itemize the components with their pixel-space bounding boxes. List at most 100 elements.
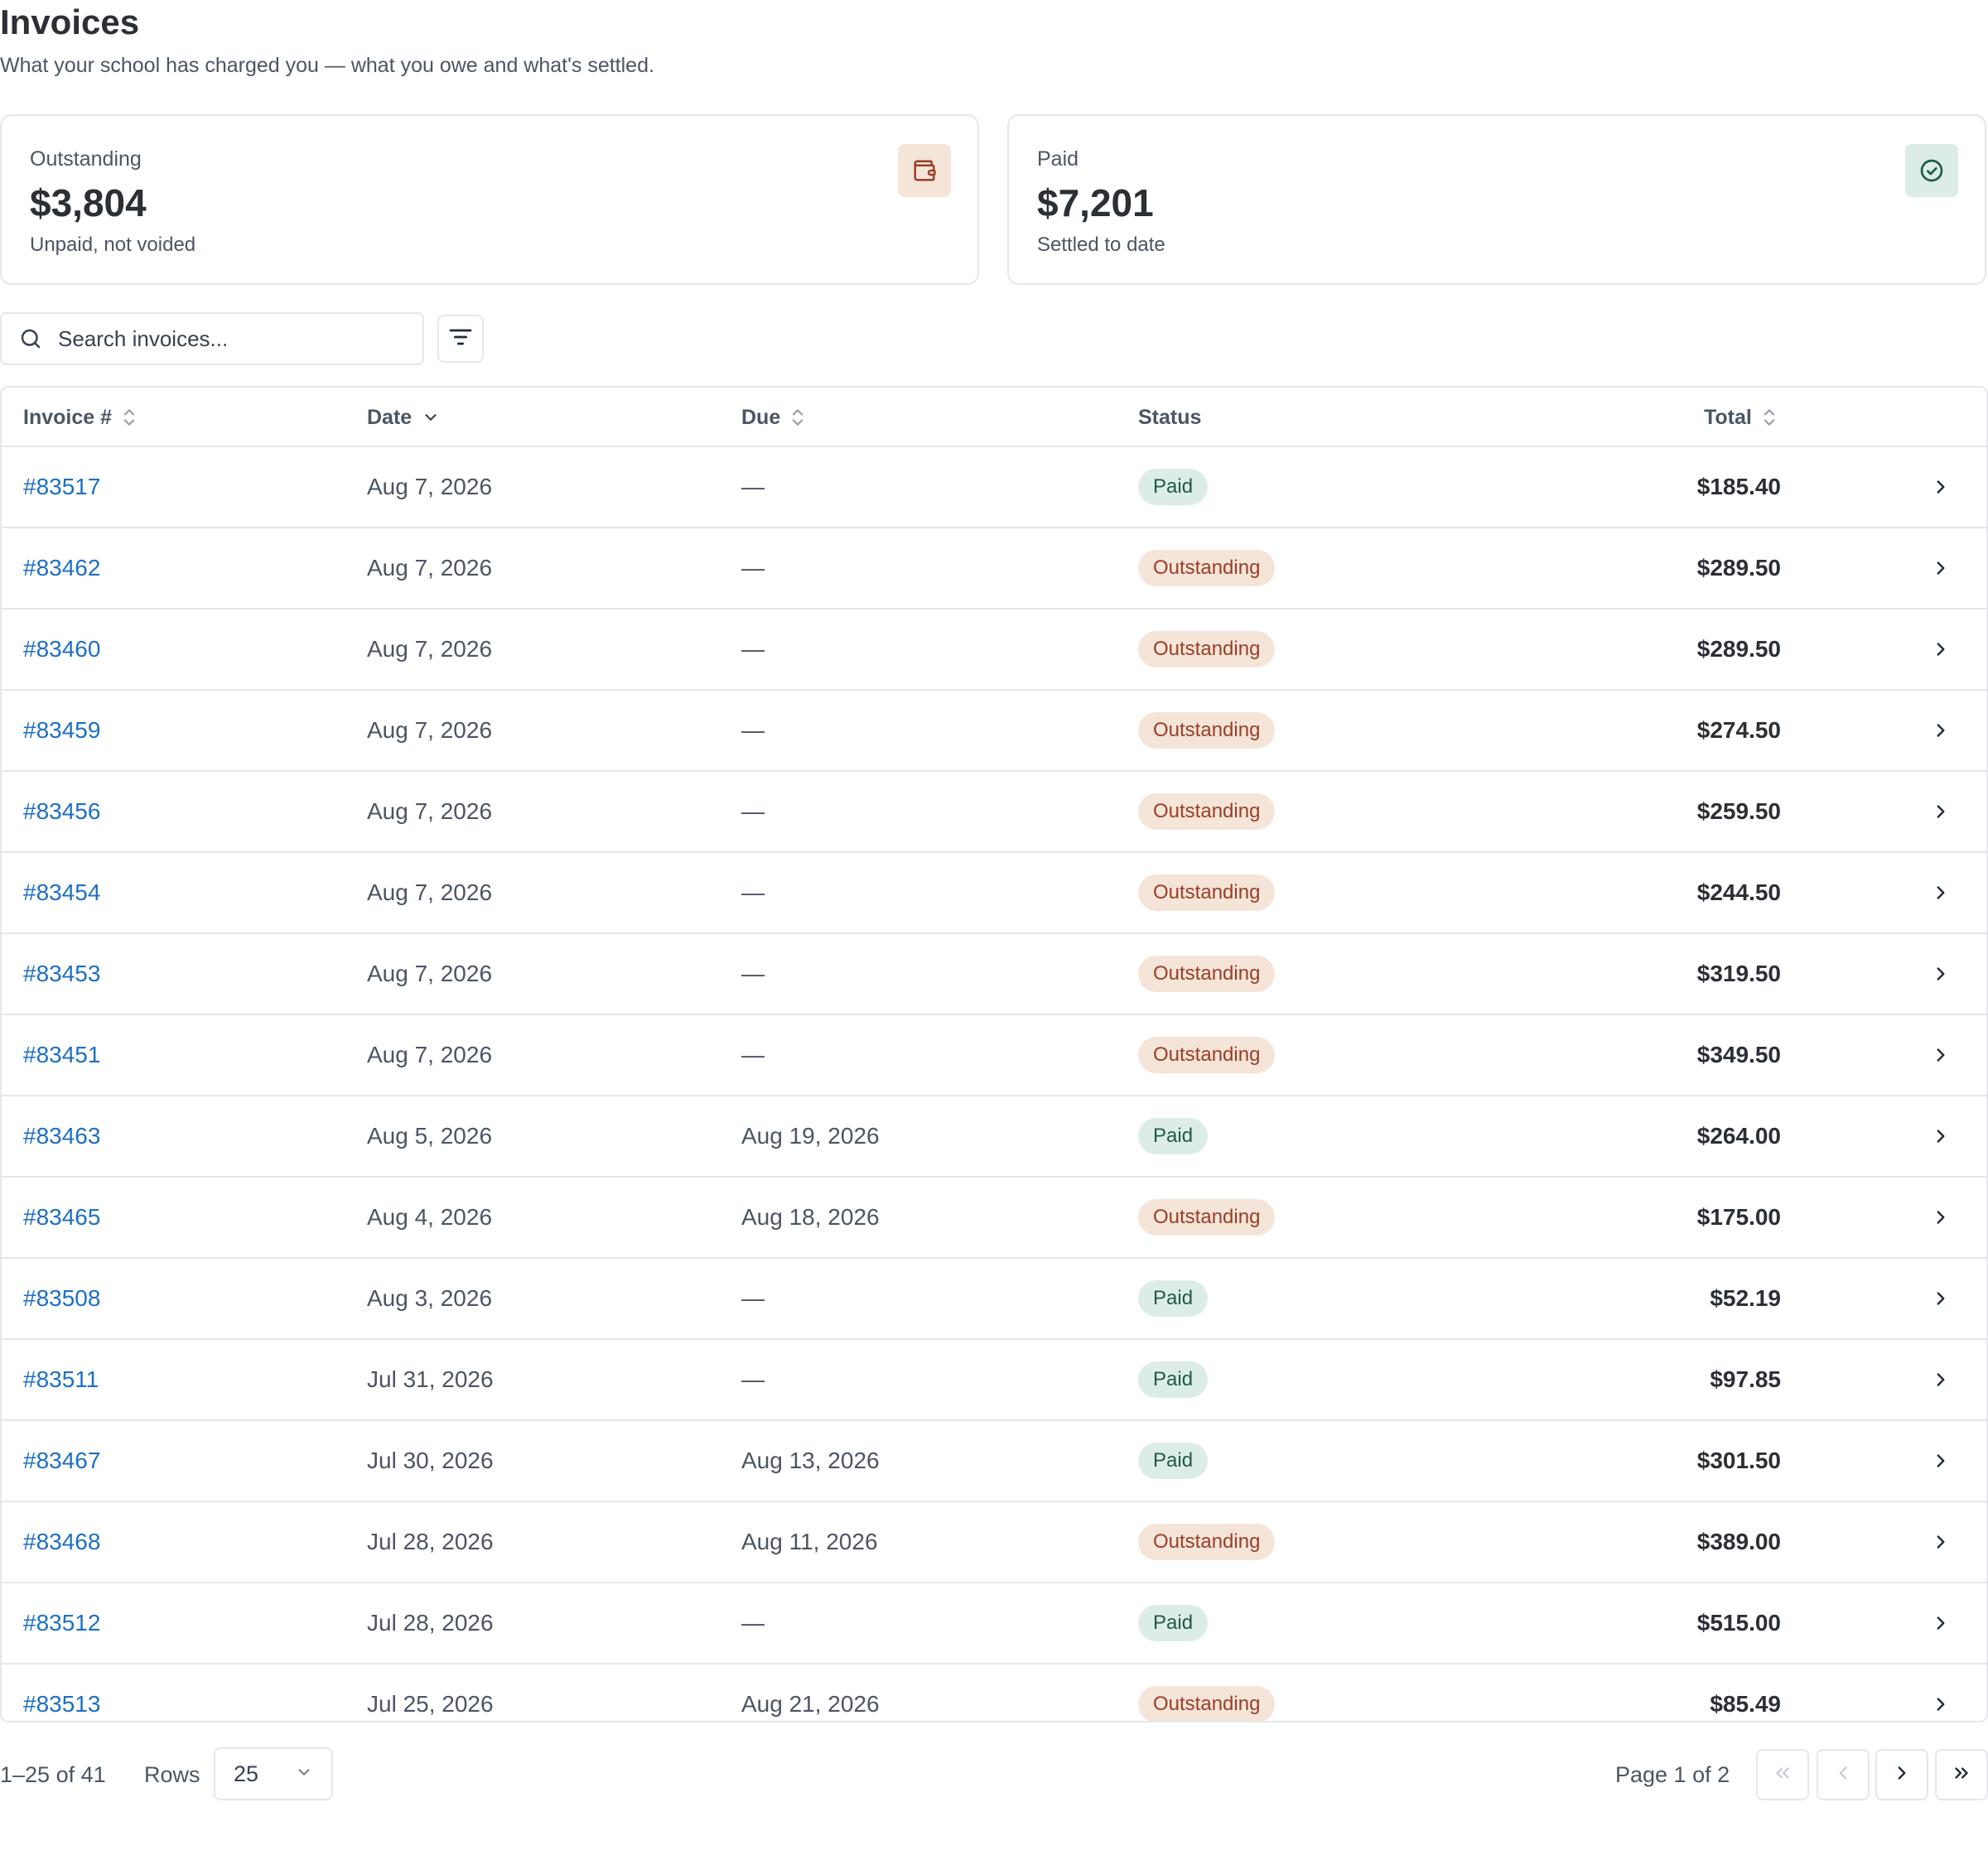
- status-cell: Outstanding: [1138, 1502, 1276, 1582]
- invoice-due-date: —: [741, 474, 765, 499]
- table-row[interactable]: #83511 Jul 31, 2026 — Paid $97.85: [2, 1340, 1986, 1421]
- invoice-total: $289.50: [1696, 555, 1781, 581]
- invoice-number-link[interactable]: #83508: [23, 1285, 101, 1311]
- chevron-right-icon[interactable]: [1930, 1096, 1952, 1176]
- invoice-date: Jul 28, 2026: [367, 1529, 494, 1554]
- table-row[interactable]: #83451 Aug 7, 2026 — Outstanding $349.50: [2, 1015, 1986, 1096]
- chevron-down-icon: [422, 408, 440, 426]
- column-invoice-label: Invoice #: [23, 405, 112, 429]
- table-row[interactable]: #83512 Jul 28, 2026 — Paid $515.00: [2, 1583, 1986, 1665]
- chevron-right-icon[interactable]: [1930, 1015, 1952, 1095]
- invoice-total: $274.50: [1696, 717, 1781, 743]
- table-row[interactable]: #83465 Aug 4, 2026 Aug 18, 2026 Outstanding…: [2, 1178, 1986, 1259]
- chevron-right-icon[interactable]: [1930, 528, 1952, 608]
- invoice-number-link[interactable]: #83460: [23, 636, 101, 662]
- next-page-button[interactable]: [1875, 1749, 1928, 1800]
- chevron-right-icon[interactable]: [1930, 934, 1952, 1014]
- invoice-due-date: Aug 19, 2026: [741, 1123, 880, 1149]
- invoice-date: Aug 3, 2026: [367, 1285, 493, 1311]
- status-cell: Outstanding: [1138, 528, 1276, 608]
- column-date-label: Date: [367, 405, 413, 429]
- table-row[interactable]: #83459 Aug 7, 2026 — Outstanding $274.50: [2, 691, 1986, 772]
- table-row[interactable]: #83467 Jul 30, 2026 Aug 13, 2026 Paid $301.5…: [2, 1421, 1986, 1502]
- sort-icon: [122, 407, 137, 428]
- invoice-total: $515.00: [1696, 1610, 1781, 1636]
- invoice-date: Jul 30, 2026: [367, 1448, 494, 1473]
- chevron-right-icon[interactable]: [1930, 1665, 1952, 1721]
- chevron-right-icon[interactable]: [1930, 1178, 1952, 1257]
- sort-icon: [790, 407, 805, 428]
- status-badge: Paid: [1138, 1443, 1209, 1479]
- chevron-right-icon[interactable]: [1930, 610, 1952, 689]
- previous-page-button[interactable]: [1817, 1749, 1870, 1800]
- invoice-total: $52.19: [1710, 1285, 1781, 1311]
- status-badge: Outstanding: [1138, 631, 1276, 667]
- invoice-number-link[interactable]: #83468: [23, 1529, 101, 1554]
- column-invoice[interactable]: Invoice #: [23, 388, 137, 447]
- invoice-date: Aug 7, 2026: [367, 474, 493, 499]
- invoice-number-link[interactable]: #83453: [23, 961, 101, 986]
- invoice-total: $319.50: [1696, 961, 1781, 986]
- invoice-number-link[interactable]: #83463: [23, 1123, 101, 1149]
- search-box[interactable]: [0, 312, 424, 365]
- search-input[interactable]: [56, 325, 408, 353]
- outstanding-summary-card: Outstanding $3,804 Unpaid, not voided: [0, 114, 979, 285]
- invoice-due-date: Aug 11, 2026: [741, 1529, 878, 1554]
- status-badge: Outstanding: [1138, 793, 1276, 830]
- search-icon: [18, 325, 45, 352]
- table-row[interactable]: #83463 Aug 5, 2026 Aug 19, 2026 Paid $264.00: [2, 1096, 1986, 1178]
- invoice-due-date: Aug 21, 2026: [741, 1691, 880, 1717]
- status-cell: Outstanding: [1138, 1015, 1276, 1095]
- invoice-number-link[interactable]: #83451: [23, 1042, 101, 1067]
- chevron-right-icon[interactable]: [1930, 1259, 1952, 1338]
- paid-value: $7,201: [1037, 181, 1154, 224]
- wallet-icon: [898, 144, 951, 197]
- table-row[interactable]: #83453 Aug 7, 2026 — Outstanding $319.50: [2, 934, 1986, 1015]
- invoice-number-link[interactable]: #83513: [23, 1691, 101, 1717]
- chevron-right-icon[interactable]: [1930, 1340, 1952, 1419]
- chevron-right-icon[interactable]: [1930, 853, 1952, 932]
- last-page-button[interactable]: [1935, 1749, 1988, 1800]
- invoice-number-link[interactable]: #83462: [23, 555, 101, 581]
- invoice-total: $301.50: [1696, 1448, 1781, 1473]
- table-row[interactable]: #83508 Aug 3, 2026 — Paid $52.19: [2, 1259, 1986, 1340]
- chevron-right-icon[interactable]: [1930, 772, 1952, 851]
- column-total[interactable]: Total: [1704, 388, 1777, 447]
- table-row[interactable]: #83513 Jul 25, 2026 Aug 21, 2026 Outstandin…: [2, 1665, 1986, 1721]
- table-row[interactable]: #83456 Aug 7, 2026 — Outstanding $259.50: [2, 772, 1986, 853]
- invoice-number-link[interactable]: #83512: [23, 1610, 101, 1636]
- chevrons-left-icon: [1772, 1762, 1793, 1788]
- table-row[interactable]: #83462 Aug 7, 2026 — Outstanding $289.50: [2, 528, 1986, 610]
- invoice-total: $349.50: [1696, 1042, 1781, 1067]
- invoice-number-link[interactable]: #83465: [23, 1204, 101, 1230]
- invoice-number-link[interactable]: #83459: [23, 717, 101, 743]
- invoice-number-link[interactable]: #83511: [23, 1366, 99, 1392]
- rows-per-page-select[interactable]: 25: [214, 1747, 333, 1800]
- outstanding-value: $3,804: [30, 181, 147, 224]
- chevron-right-icon[interactable]: [1930, 447, 1952, 527]
- table-row[interactable]: #83468 Jul 28, 2026 Aug 11, 2026 Outstandin…: [2, 1502, 1986, 1583]
- column-date[interactable]: Date: [367, 388, 440, 447]
- invoice-number-link[interactable]: #83517: [23, 474, 101, 499]
- status-cell: Paid: [1138, 1096, 1209, 1176]
- status-badge: Outstanding: [1138, 1199, 1276, 1236]
- chevron-down-icon: [295, 1761, 313, 1787]
- column-due[interactable]: Due: [741, 388, 805, 447]
- invoice-number-link[interactable]: #83454: [23, 879, 101, 905]
- chevron-right-icon[interactable]: [1930, 1583, 1952, 1663]
- invoice-due-date: —: [741, 1366, 765, 1392]
- invoice-date: Aug 7, 2026: [367, 879, 493, 905]
- chevron-right-icon[interactable]: [1930, 1421, 1952, 1501]
- table-row[interactable]: #83454 Aug 7, 2026 — Outstanding $244.50: [2, 853, 1986, 934]
- invoice-number-link[interactable]: #83456: [23, 798, 101, 824]
- chevron-right-icon[interactable]: [1930, 691, 1952, 770]
- invoice-date: Aug 7, 2026: [367, 798, 493, 824]
- table-row[interactable]: #83460 Aug 7, 2026 — Outstanding $289.50: [2, 610, 1986, 691]
- filter-button[interactable]: [437, 315, 484, 363]
- column-status-label: Status: [1138, 405, 1202, 429]
- first-page-button[interactable]: [1756, 1749, 1809, 1800]
- invoice-number-link[interactable]: #83467: [23, 1448, 101, 1473]
- check-circle-icon: [1905, 144, 1958, 197]
- chevron-right-icon[interactable]: [1930, 1502, 1952, 1582]
- table-row[interactable]: #83517 Aug 7, 2026 — Paid $185.40: [2, 447, 1986, 528]
